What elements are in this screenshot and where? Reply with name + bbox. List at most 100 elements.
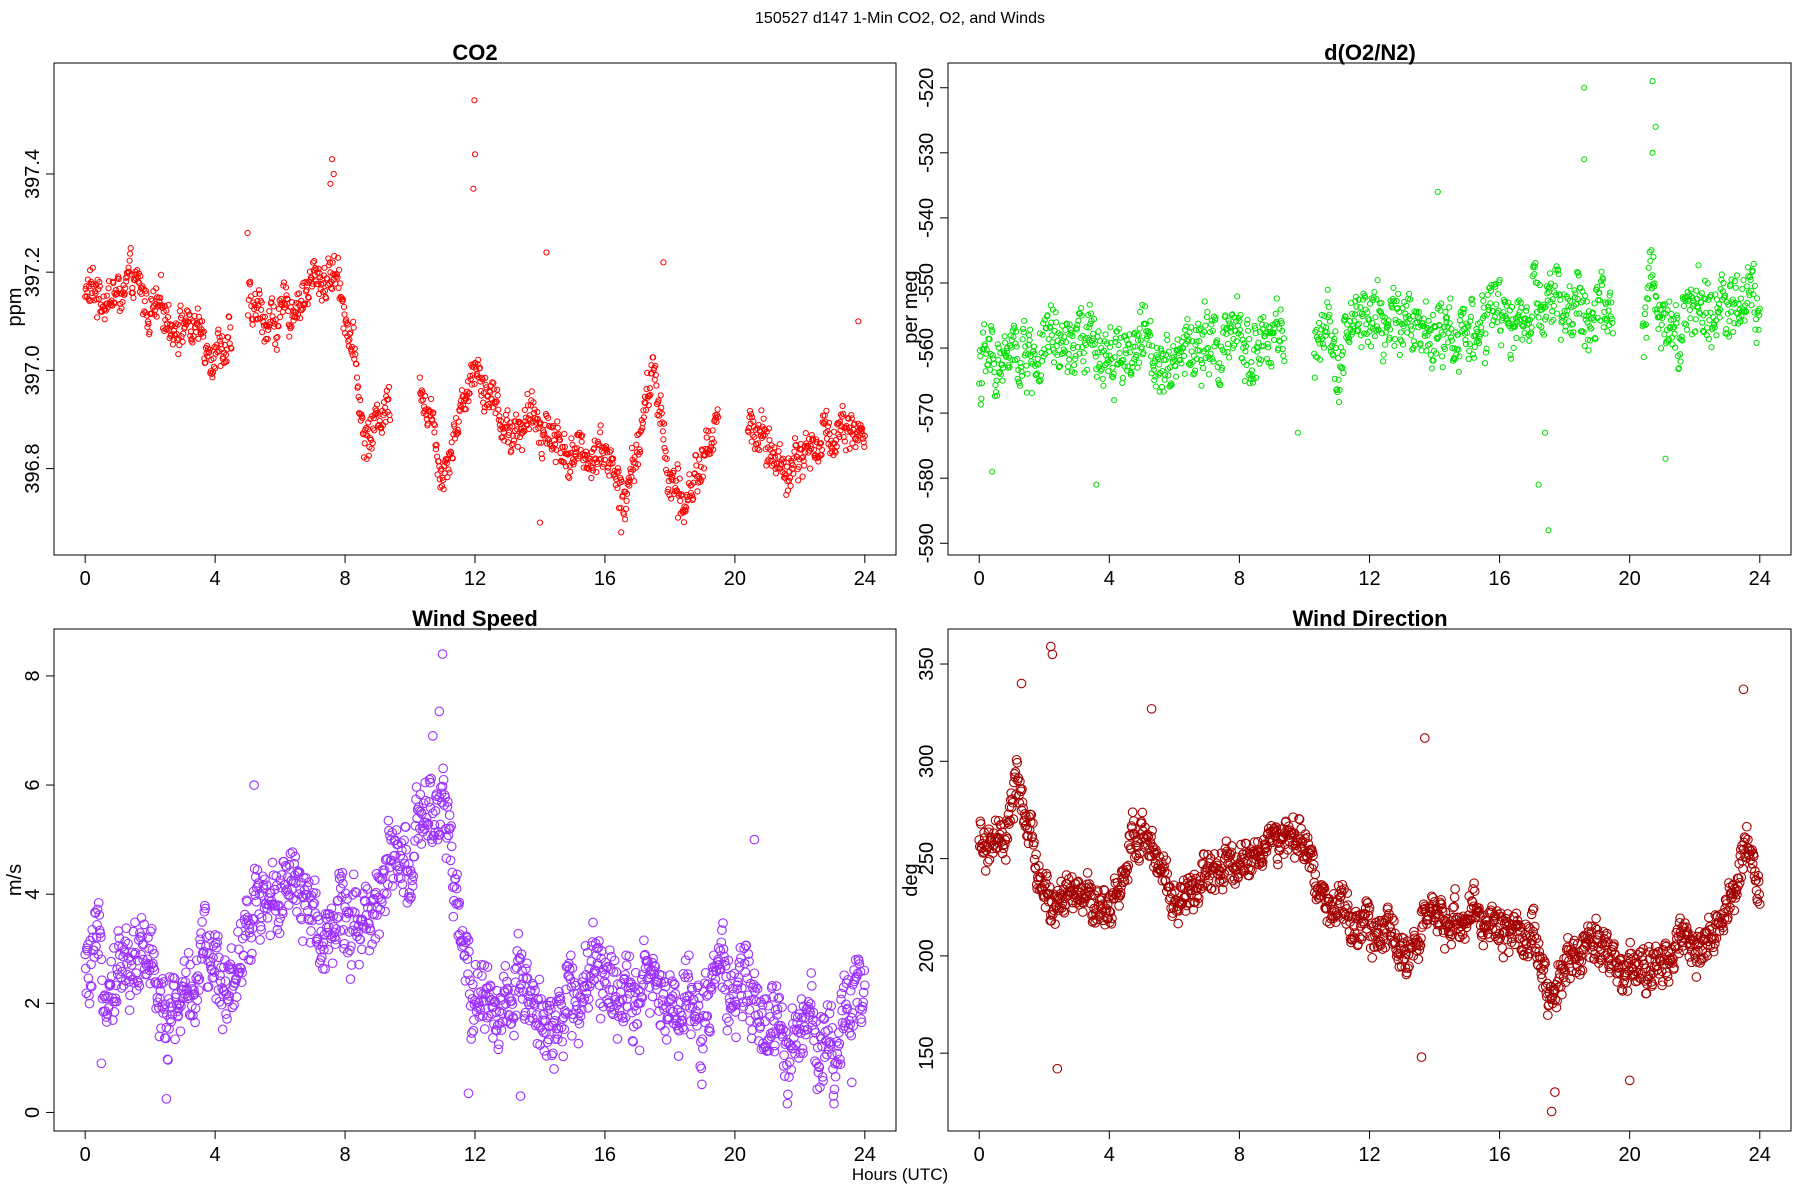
- o2n2-point: [1026, 332, 1033, 339]
- co2-point: [787, 474, 794, 481]
- o2n2-point: [1053, 319, 1060, 326]
- o2n2-point: [1161, 376, 1168, 383]
- o2n2-point: [1281, 358, 1288, 365]
- o2n2-point: [1411, 308, 1418, 315]
- co2-point: [749, 432, 756, 439]
- wind-speed-point: [783, 1089, 793, 1100]
- co2-point: [305, 293, 312, 301]
- co2-point: [559, 444, 566, 451]
- o2n2-point: [1407, 323, 1414, 330]
- o2n2-point: [1135, 331, 1142, 338]
- o2n2-point: [1271, 336, 1278, 344]
- o2n2-point: [1751, 282, 1759, 289]
- co2-point: [282, 302, 289, 309]
- co2-point: [676, 475, 683, 482]
- co2-point: [179, 312, 186, 319]
- o2n2-point: [1063, 321, 1071, 328]
- co2-point: [174, 321, 181, 328]
- wind-speed-point: [639, 935, 649, 946]
- wind-speed-point: [448, 911, 459, 922]
- wind-direction-point: [1029, 854, 1040, 865]
- o2n2-point: [1209, 327, 1216, 334]
- co2-point: [160, 308, 167, 315]
- wind-speed-point: [787, 1003, 798, 1014]
- o2n2-point: [1030, 343, 1038, 350]
- o2n2-point: [1318, 311, 1325, 319]
- o2n2-point: [1230, 342, 1238, 349]
- co2-point: [301, 300, 309, 307]
- o2n2-point: [1198, 382, 1205, 389]
- wind-speed-point: [217, 1024, 228, 1035]
- o2n2-point: [1116, 350, 1123, 357]
- co2-point: [548, 446, 556, 453]
- wind-speed-point: [741, 940, 752, 951]
- o2n2-point: [1056, 363, 1064, 370]
- co2-point: [593, 469, 600, 476]
- o2n2-point: [1112, 338, 1119, 345]
- o2n2-point: [989, 328, 996, 335]
- o2n2-point: [1662, 455, 1669, 462]
- o2n2-point: [1356, 320, 1363, 327]
- co2-point: [781, 470, 788, 478]
- co2-point: [528, 388, 535, 395]
- o2n2-point: [1067, 327, 1074, 334]
- o2n2-point: [1071, 369, 1078, 376]
- wind-speed-point: [212, 931, 223, 942]
- co2-point: [282, 284, 290, 291]
- o2n2-point: [1339, 348, 1347, 355]
- wind-direction-point: [1367, 952, 1378, 963]
- co2-point: [269, 313, 276, 320]
- o2n2-y-tick-label: -520: [916, 68, 938, 108]
- co2-point: [539, 455, 546, 462]
- co2-point: [283, 292, 290, 299]
- o2n2-point: [1358, 310, 1366, 317]
- o2n2-point: [1684, 326, 1691, 333]
- co2-point: [512, 418, 519, 425]
- o2n2-x-tick-label: 0: [974, 568, 985, 590]
- co2-point: [859, 425, 866, 432]
- co2-point: [646, 385, 654, 392]
- co2-point: [368, 445, 375, 452]
- o2n2-point: [1331, 375, 1338, 382]
- co2-point: [714, 406, 721, 413]
- o2n2-point: [1163, 331, 1170, 338]
- co2-point: [690, 479, 697, 486]
- co2-point: [165, 301, 172, 308]
- co2-point: [607, 447, 615, 454]
- co2-point: [822, 429, 829, 436]
- co2-point: [505, 432, 512, 439]
- co2-point: [538, 450, 545, 458]
- o2n2-point: [1545, 527, 1552, 534]
- co2-point: [385, 383, 392, 391]
- co2-points: [82, 97, 868, 536]
- wind-speed-x-tick-label: 4: [210, 1144, 221, 1166]
- wind-speed-x-axis: 0 4 8 12 16 20 24: [80, 1131, 876, 1166]
- o2n2-point: [1416, 315, 1423, 322]
- wind-speed-point: [276, 870, 287, 880]
- co2-point: [663, 466, 670, 473]
- o2n2-point: [1002, 339, 1009, 346]
- o2n2-point: [1677, 358, 1684, 365]
- o2n2-point: [1196, 347, 1203, 354]
- co2-point: [840, 434, 847, 441]
- co2-point: [352, 351, 359, 358]
- co2-point: [244, 229, 251, 236]
- o2n2-point: [1221, 349, 1228, 356]
- wind-speed-point: [463, 1088, 474, 1099]
- o2n2-point: [1316, 340, 1323, 347]
- co2-point: [437, 484, 444, 491]
- o2n2-point: [1201, 328, 1208, 335]
- wind-speed-point: [267, 857, 278, 868]
- co2-point: [694, 488, 701, 495]
- o2n2-point: [1069, 332, 1076, 340]
- wind-speed-point: [588, 917, 598, 928]
- o2n2-x-tick-label: 20: [1619, 568, 1641, 590]
- wind-speed-point: [262, 913, 273, 923]
- o2n2-point: [1668, 310, 1675, 318]
- co2-point: [815, 458, 822, 465]
- wind-direction-panel: Wind Direction deg 0 4 8 12 16 20 241502002503…: [900, 606, 1792, 1166]
- o2n2-point: [1455, 346, 1462, 353]
- o2n2-point: [1649, 78, 1656, 85]
- wind-speed-x-tick-label: 8: [339, 1144, 350, 1166]
- o2n2-point: [1142, 320, 1149, 328]
